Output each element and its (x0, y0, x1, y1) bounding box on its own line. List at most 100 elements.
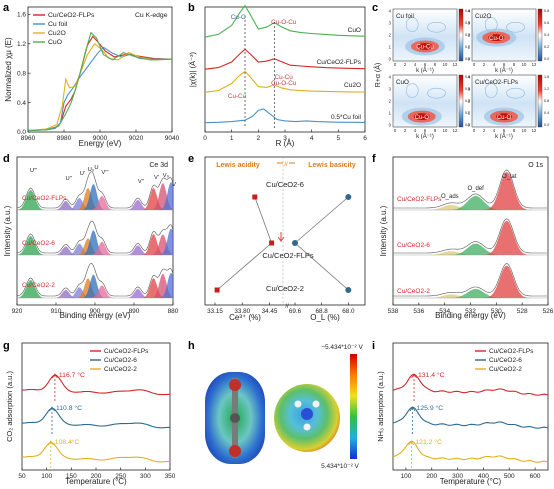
x-tick-label: 8980 (57, 135, 72, 142)
y-tick-label: 4 (389, 9, 392, 14)
envelope-line (16, 263, 174, 297)
contour (484, 83, 498, 98)
x-tick-label: 1 (230, 135, 234, 142)
peak-label: O_def (467, 186, 484, 192)
series-line (21, 374, 170, 396)
panel-title: O 1s (528, 162, 543, 169)
ce3-point (252, 194, 258, 200)
y-tick-label: 3 (468, 87, 471, 92)
edge-label: Cu K-edge (135, 12, 168, 19)
x-tick-label: 9000 (93, 135, 108, 142)
x-tick-label: 534 (439, 308, 450, 315)
fitted-peak (17, 274, 173, 298)
x-tick-label: 12 (453, 62, 458, 67)
x-axis-label: Binding energy (eV) (435, 311, 506, 320)
fitted-peak (393, 220, 547, 255)
y-axis-label: |χ(k)| (Å⁻³) (188, 51, 197, 87)
colorbar-tick: 0.2 (465, 111, 470, 115)
y-tick-label: 3 (389, 21, 392, 26)
x-tick-label: 0 (473, 128, 476, 133)
peak-label: O_lat (502, 174, 517, 180)
peak-label: U'' (66, 176, 72, 182)
peak-label: 110.8 °C (56, 404, 82, 412)
y-tick-label: 0 (389, 57, 392, 62)
peak-label: U (94, 165, 98, 171)
fitted-peak (393, 196, 547, 210)
series-label: Cu/CeO2-6 (397, 242, 430, 249)
annotation-label: Cu-O (231, 14, 246, 21)
sample-label: Cu/CeO2-6 (266, 180, 304, 189)
colorbar-tick: 0.8 (465, 75, 470, 79)
fitted-peak (393, 265, 547, 298)
x-tick-label: 920 (12, 308, 23, 315)
y-axis-label: Intensity (a.u.) (379, 205, 388, 256)
colorbar-tick: 0.4 (465, 99, 470, 103)
scale-max-label: −5.434*10⁻² V (321, 344, 363, 351)
series-label: Cu/CeO2-2 (22, 282, 55, 289)
map-title: Cu foil (396, 13, 414, 20)
x-tick-label: 8 (434, 62, 437, 67)
x-tick-label: 0 (394, 128, 397, 133)
x-tick-label: 100 (400, 473, 411, 480)
peak-label: 116.7 °C (59, 371, 85, 379)
legend-label: Cu/CeO2-6 (104, 357, 137, 364)
x-axis-label: O_L (%) (310, 313, 340, 322)
y-tick-label: 1 (389, 45, 392, 50)
envelope-line (393, 263, 547, 297)
ce3-point (269, 240, 275, 246)
x-tick-label: 538 (388, 308, 399, 315)
y-tick-label: 1 (468, 45, 471, 50)
series-label: CuO (348, 27, 361, 34)
panel-letter: h (188, 340, 195, 352)
legend-label: Cu/CeO2-FLPs (48, 12, 95, 19)
ce3-point (214, 287, 220, 293)
x-tick-label: 12 (532, 128, 537, 133)
x-tick-label: 880 (168, 308, 179, 315)
legend-label: Cu/CeO2-FLPs (489, 348, 534, 355)
peak-arrow (52, 373, 58, 379)
y-tick-label: 2 (389, 99, 392, 104)
x-tick-label: 4 (310, 135, 314, 142)
fitted-peak (17, 273, 173, 298)
axis-break: // (285, 304, 289, 310)
y-tick-label: 2 (389, 33, 392, 38)
x-tick-label: 400 (478, 473, 489, 480)
x-tick-label: 10 (522, 62, 527, 67)
fitted-peak (17, 190, 173, 210)
x-tick-label: 8960 (21, 135, 36, 142)
x-axis-label: Temperature (°C) (440, 477, 502, 486)
peak-arrow (411, 373, 417, 379)
contour (506, 87, 525, 99)
map-label: Cu-Cu (416, 45, 433, 51)
colorbar-tick: 0.0 (465, 57, 470, 61)
fitted-peak (17, 245, 173, 255)
connector (294, 196, 349, 244)
x-tick-label: 890 (129, 308, 140, 315)
x-tick-label: 5 (337, 135, 341, 142)
panel-d: Ce 3d 920 910 900 890 880 Binding energy (eV) I… (3, 156, 179, 320)
x-tick-label: 4 (493, 62, 496, 67)
y-tick-label: 1.2 (17, 41, 26, 48)
panel-g: 116.7 °C Cu/CeO2-FLPs 110.8 °C Cu/CeO2-6 108… (5, 342, 176, 486)
x-axis-label: k (Å⁻¹) (495, 133, 513, 140)
series-label: Cu/CeO2-6 (22, 240, 55, 247)
down-arrow (277, 232, 285, 242)
colorbar-tick: 0.8 (544, 9, 549, 13)
peak-label: U' (80, 171, 85, 177)
series-label: Cu/CeO2-FLPs (397, 196, 442, 203)
peak-label: U₀ (88, 167, 95, 173)
panel-letter: b (188, 2, 195, 14)
panel-a: 0.0 0.4 0.8 1.2 1.6 8960 8980 9000 9020 9040 Cu/Ce… (4, 6, 180, 148)
colorbar-tick: 0.6 (465, 87, 470, 91)
series-label: Cu/CeO2-FLPs (22, 195, 67, 202)
panel-i: 131.4 °C Cu/CeO2-FLPs 125.9 °C Cu/CeO2-6 121… (376, 342, 549, 486)
map-title: CuO (396, 79, 409, 86)
series-line (21, 407, 170, 429)
y-tick-label: 4 (389, 75, 392, 80)
panel-f: O 1s 538 536 534 532 530 528 526 Binding energy … (379, 156, 554, 320)
fitted-peak (17, 236, 173, 255)
y-axis-label: Intensity (a.u.) (3, 205, 12, 256)
sample-label: Cu/CeO2-2 (266, 284, 304, 293)
series-label: 0.5*Cu foil (331, 114, 362, 121)
